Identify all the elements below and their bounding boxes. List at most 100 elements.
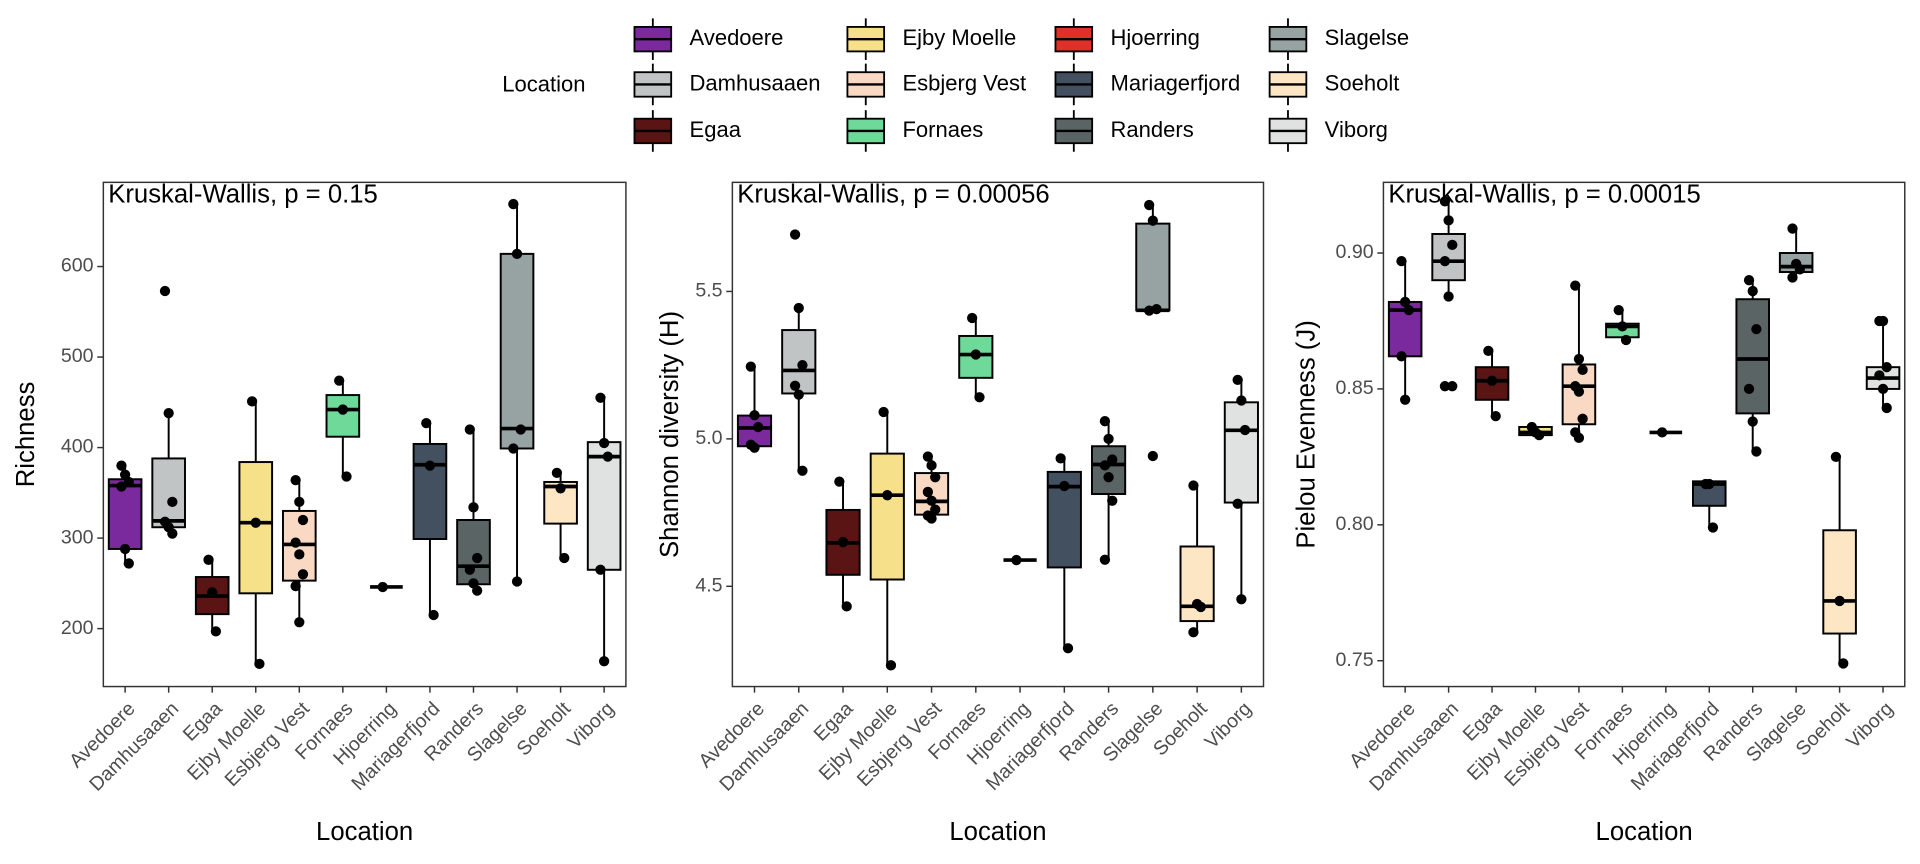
data-point xyxy=(555,483,566,494)
box xyxy=(325,394,361,438)
data-point xyxy=(1877,315,1889,327)
y-axis-title: Shannon diversity (H) xyxy=(656,311,684,558)
y-tick-label: 500 xyxy=(61,345,94,367)
data-point xyxy=(294,617,305,628)
data-point xyxy=(1573,386,1585,397)
data-point xyxy=(1881,402,1892,414)
data-point xyxy=(1099,416,1111,427)
data-point xyxy=(207,587,218,598)
data-point xyxy=(1483,345,1494,357)
data-point xyxy=(290,475,301,486)
box xyxy=(1135,222,1171,312)
data-point xyxy=(511,576,523,587)
data-point xyxy=(970,349,981,360)
data-point xyxy=(290,580,301,592)
data-point xyxy=(922,451,934,462)
annotation: Kruskal-Wallis, p = 0.00015 xyxy=(1388,181,1700,209)
y-tick-label: 5.5 xyxy=(695,280,722,302)
legend-label: Avedoere xyxy=(690,25,784,50)
data-point xyxy=(745,361,756,372)
data-point xyxy=(1743,383,1755,395)
legend-label: Soeholt xyxy=(1325,70,1400,95)
data-point xyxy=(123,558,134,569)
data-point xyxy=(377,581,388,593)
data-point xyxy=(1011,554,1022,566)
data-point xyxy=(1239,424,1251,436)
y-tick-label: 200 xyxy=(61,617,94,639)
data-point xyxy=(1396,256,1407,267)
legend-label: Ejby Moelle xyxy=(902,25,1016,50)
data-point xyxy=(841,601,852,612)
box xyxy=(1223,401,1259,504)
data-point xyxy=(464,564,475,575)
data-point xyxy=(598,656,610,667)
data-point xyxy=(1486,375,1498,386)
data-point xyxy=(472,585,483,596)
data-point xyxy=(1787,272,1798,283)
data-point xyxy=(1147,215,1158,226)
data-point xyxy=(1787,223,1798,234)
y-tick-label: 0.80 xyxy=(1336,513,1374,535)
data-point xyxy=(789,380,801,391)
box xyxy=(499,252,535,450)
box xyxy=(412,442,448,540)
data-point xyxy=(1400,394,1411,405)
data-point xyxy=(930,504,941,515)
data-point xyxy=(1881,362,1892,373)
data-point xyxy=(926,513,937,524)
box xyxy=(1091,445,1127,495)
data-point xyxy=(1396,351,1407,362)
data-point xyxy=(1236,594,1247,605)
data-point xyxy=(1144,305,1155,316)
y-tick-label: 300 xyxy=(61,526,94,548)
data-point xyxy=(1447,239,1458,251)
data-point xyxy=(1188,627,1199,638)
y-tick-label: 0.75 xyxy=(1336,649,1374,671)
data-point xyxy=(1107,495,1118,506)
box xyxy=(869,452,905,581)
data-point xyxy=(1055,453,1066,464)
data-point xyxy=(250,517,261,528)
data-point xyxy=(511,248,523,259)
y-tick-label: 4.5 xyxy=(695,574,722,596)
y-tick-label: 600 xyxy=(61,255,94,277)
y-tick-label: 0.85 xyxy=(1336,377,1374,399)
box xyxy=(456,519,491,586)
box xyxy=(586,441,622,571)
box xyxy=(1735,298,1770,415)
data-point xyxy=(922,486,934,498)
data-point xyxy=(1232,374,1243,386)
data-point xyxy=(1707,522,1719,533)
data-point xyxy=(595,564,606,575)
data-point xyxy=(297,514,309,526)
data-point xyxy=(1657,427,1668,438)
data-point xyxy=(1147,450,1158,462)
data-point xyxy=(1107,454,1118,465)
data-point xyxy=(297,569,309,580)
data-point xyxy=(878,406,889,418)
data-point xyxy=(834,476,845,487)
data-point xyxy=(966,312,978,324)
annotation: Kruskal-Wallis, p = 0.00056 xyxy=(737,181,1049,209)
data-point xyxy=(508,198,519,210)
data-point xyxy=(1447,381,1458,392)
data-point xyxy=(116,460,127,471)
plot-panel xyxy=(1382,181,1906,688)
data-point xyxy=(1403,304,1414,316)
data-point xyxy=(789,229,801,240)
data-point xyxy=(515,424,526,435)
legend-title: Location xyxy=(502,71,585,96)
data-point xyxy=(341,471,352,482)
data-point xyxy=(472,552,483,564)
data-point xyxy=(294,549,305,560)
data-point xyxy=(1439,381,1451,392)
data-point xyxy=(163,408,174,419)
data-point xyxy=(793,389,804,400)
data-point xyxy=(595,392,606,403)
data-point xyxy=(1195,601,1206,613)
data-point xyxy=(1099,460,1111,471)
data-point xyxy=(1570,280,1581,291)
data-point xyxy=(1062,643,1074,654)
